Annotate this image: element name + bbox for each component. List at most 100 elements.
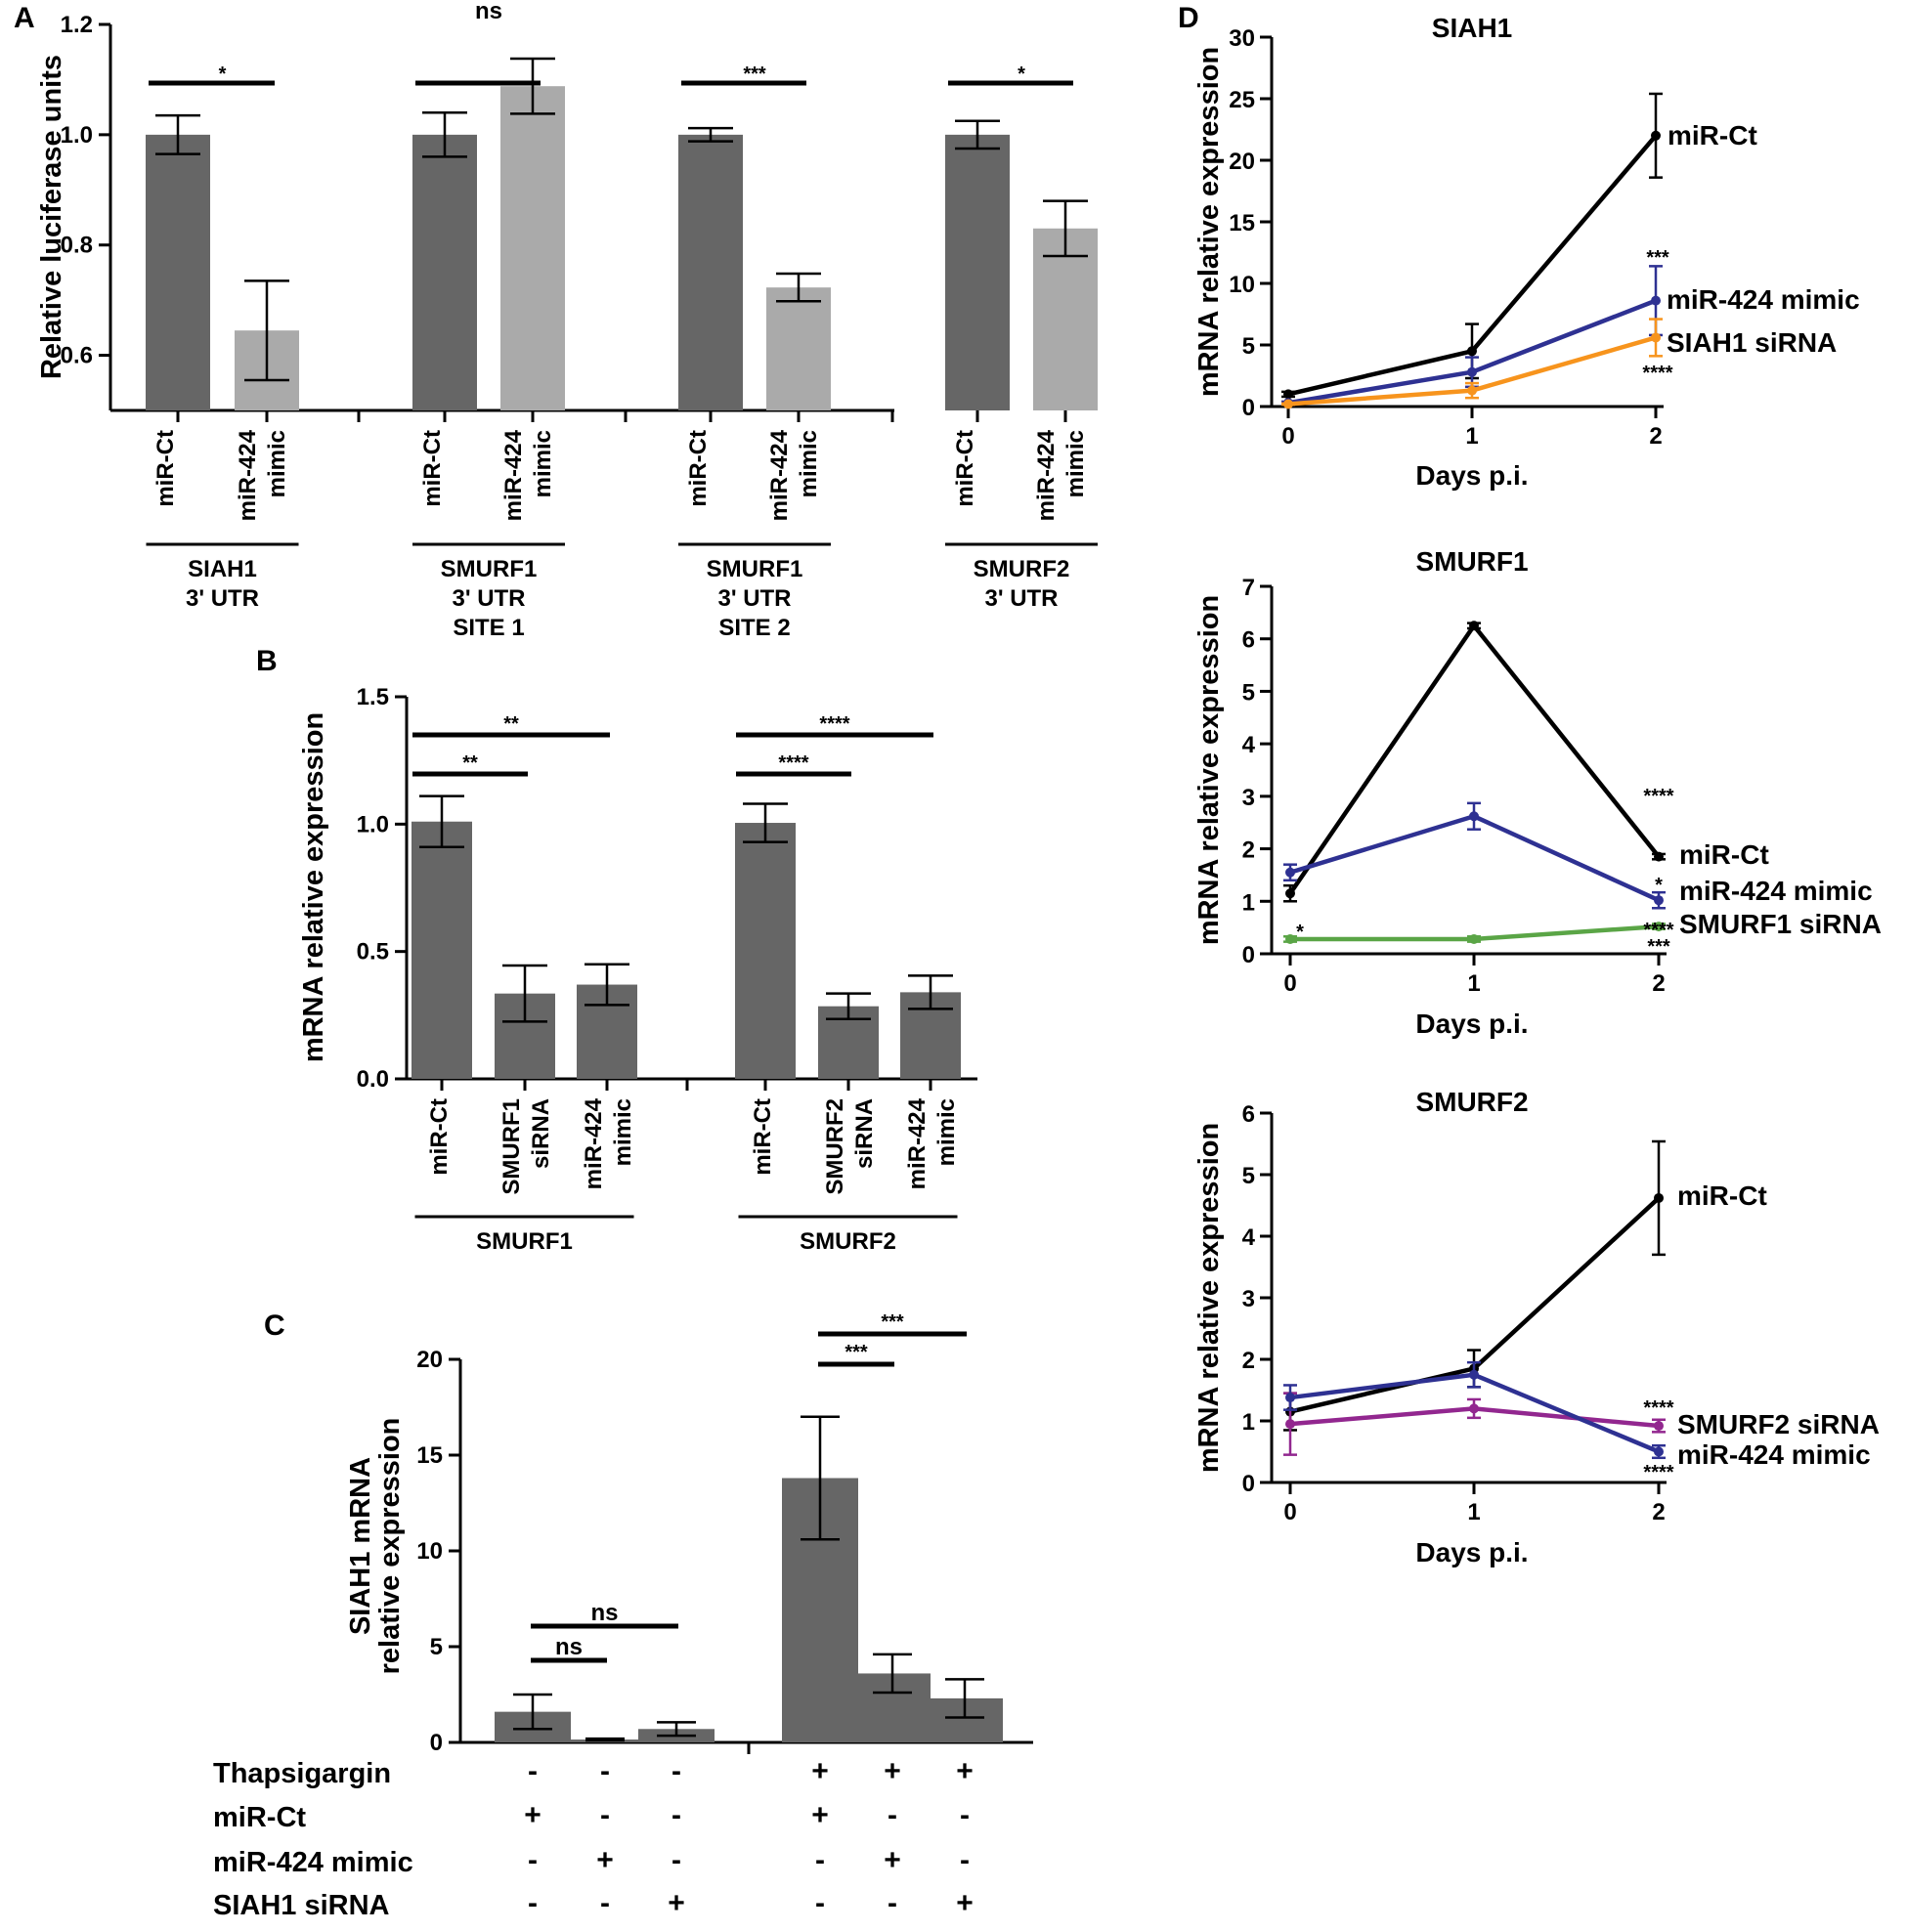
panel-c-y-axis-label: SIAH1 mRNA: [345, 1457, 376, 1635]
panel-c-condition-sign: -: [528, 1755, 538, 1787]
panel-a-bar-label: miR-424: [500, 429, 527, 521]
panel-d1-x-tick-label: 1: [1465, 423, 1478, 450]
panel-d1-significance-label: ****: [1642, 363, 1672, 384]
panel-d1-data-point: [1651, 130, 1661, 141]
panel-a-y-tick-label: 1.2: [61, 12, 93, 38]
panel-c-significance-label: ***: [845, 1342, 868, 1363]
panel-d3-y-tick-label: 3: [1242, 1286, 1255, 1312]
panel-d1-y-tick-label: 0: [1242, 395, 1255, 421]
panel-d3-y-tick-label: 2: [1242, 1348, 1255, 1374]
panel-d1-y-tick-label: 25: [1229, 87, 1255, 113]
panel-d1-series-label: miR-424 mimic: [1667, 284, 1860, 315]
panel-a-error-bar: [1043, 199, 1088, 258]
panel-a-group-label: SMURF1: [441, 556, 538, 582]
panel-d2-data-point: [1285, 867, 1295, 878]
panel-c-condition-sign: -: [600, 1887, 610, 1919]
panel-d3-y-tick-label: 6: [1242, 1101, 1255, 1128]
panel-d3-y-tick-label: 0: [1242, 1471, 1255, 1497]
panel-d2-significance-label: ****: [1643, 786, 1673, 807]
panel-d3-data-point: [1285, 1419, 1295, 1430]
panel-d2-y-tick-label: 2: [1242, 837, 1255, 864]
panel-d2-x-axis-label: Days p.i.: [1415, 1009, 1528, 1039]
panel-c-error-bar: [657, 1721, 696, 1738]
panel-b-y-tick-label: 0.5: [357, 939, 389, 966]
panel-c-y-axis-label: relative expression: [374, 1418, 406, 1675]
panel-a-error-bar: [244, 279, 289, 382]
panel-c-condition-sign: +: [884, 1844, 901, 1876]
panel-a-y-tick-label: 0.8: [61, 233, 93, 259]
panel-a-bar-label: mimic: [796, 430, 822, 497]
panel-b-group-label: SMURF1: [476, 1228, 573, 1255]
panel-b-bar-label: siRNA: [528, 1098, 554, 1169]
panel-a-error-bar: [155, 113, 200, 155]
panel-a-group-label: 3' UTR: [186, 585, 259, 612]
panel-d3-data-point: [1285, 1393, 1295, 1403]
panel-b-error-bar: [585, 963, 629, 1007]
panel-d1-y-axis-label: mRNA relative expression: [1193, 47, 1225, 397]
panel-d2-y-tick-label: 3: [1242, 785, 1255, 811]
panel-c-y-tick-label: 10: [416, 1538, 443, 1565]
panel-a-group-label: SITE 1: [453, 615, 524, 641]
panel-a-group-label: 3' UTR: [717, 585, 791, 612]
panel-a-y-axis-label: Relative luciferase units: [36, 55, 67, 379]
panel-d2-series-label: miR-Ct: [1679, 839, 1769, 870]
panel-b-significance-label: **: [503, 713, 519, 735]
panel-d3-series-label: miR-Ct: [1677, 1181, 1767, 1211]
panel-d2-y-tick-label: 6: [1242, 627, 1255, 654]
panel-b-bar-label: miR-424: [581, 1097, 607, 1189]
panel-d1-series-label: SIAH1 siRNA: [1667, 327, 1837, 358]
panel-a-bar: [678, 134, 743, 410]
panel-c-condition-name: miR-Ct: [213, 1802, 306, 1833]
panel-d2-y-axis-label: mRNA relative expression: [1193, 595, 1225, 945]
panel-a-y-tick-label: 0.6: [61, 343, 93, 369]
panel-d3-series-label: miR-424 mimic: [1677, 1439, 1871, 1470]
panel-b-group-label: SMURF2: [800, 1228, 896, 1255]
panel-d1-data-point: [1283, 389, 1293, 400]
panel-a-error-bar: [510, 57, 555, 115]
panel-d2-significance-label: *: [1655, 875, 1663, 896]
panel-d2-data-point: [1654, 922, 1664, 932]
panel-d1-y-tick-label: 30: [1229, 25, 1255, 52]
panel-d3-y-tick-label: 5: [1242, 1163, 1255, 1189]
panel-a-y-tick-label: 1.0: [61, 122, 93, 149]
panel-c-error-bar: [585, 1737, 625, 1742]
panel-a-bar-label: mimic: [264, 430, 290, 497]
panel-b-bar: [412, 821, 472, 1079]
panel-d2-series-label: SMURF1 siRNA: [1679, 909, 1882, 939]
panel-d3-y-axis-label: mRNA relative expression: [1193, 1123, 1225, 1473]
panel-a-group-label: SMURF2: [974, 556, 1070, 582]
panel-a-bar-label: miR-424: [1033, 429, 1060, 521]
panel-d3-y-tick-label: 1: [1242, 1409, 1255, 1436]
panel-a-bar-label: mimic: [1062, 430, 1089, 497]
panel-c-condition-sign: -: [671, 1755, 681, 1787]
panel-d2-x-tick-label: 1: [1467, 970, 1480, 997]
panel-d3-series-label: SMURF2 siRNA: [1677, 1409, 1880, 1439]
panel-d1-data-point: [1283, 399, 1293, 409]
panel-a-bar: [1033, 228, 1098, 410]
panel-d2-data-point: [1654, 851, 1664, 862]
panel-c-condition-name: miR-424 mimic: [213, 1847, 413, 1878]
panel-c-condition-sign: +: [524, 1799, 541, 1831]
panel-d1-y-tick-label: 5: [1242, 333, 1255, 360]
panel-a-significance-label: *: [219, 64, 227, 85]
panel-d2-y-tick-label: 7: [1242, 575, 1255, 601]
panel-c-condition-sign: -: [600, 1755, 610, 1787]
panel-d1-data-point: [1467, 366, 1477, 377]
panel-d3-data-point: [1469, 1369, 1479, 1380]
panel-b-error-bar: [502, 964, 547, 1023]
panel-d1-data-point: [1467, 385, 1477, 396]
panel-d3-x-axis-label: Days p.i.: [1415, 1537, 1528, 1567]
panel-a-group-label: SMURF1: [707, 556, 803, 582]
panel-b-bar-label: SMURF1: [498, 1098, 525, 1195]
panel-b-error-bar: [908, 974, 953, 1010]
panel-d2-y-tick-label: 4: [1242, 732, 1256, 758]
panel-c-condition-sign: -: [815, 1887, 825, 1919]
panel-c-condition-sign: +: [956, 1887, 974, 1919]
panel-c-condition-sign: -: [528, 1844, 538, 1876]
panel-a-bar: [412, 134, 477, 410]
panel-c-condition-sign: -: [960, 1844, 970, 1876]
panel-d3-data-point: [1654, 1421, 1664, 1432]
panel-d1-x-axis-label: Days p.i.: [1415, 460, 1528, 491]
panel-d2-y-tick-label: 1: [1242, 889, 1255, 916]
panel-d2-data-point: [1285, 933, 1295, 944]
